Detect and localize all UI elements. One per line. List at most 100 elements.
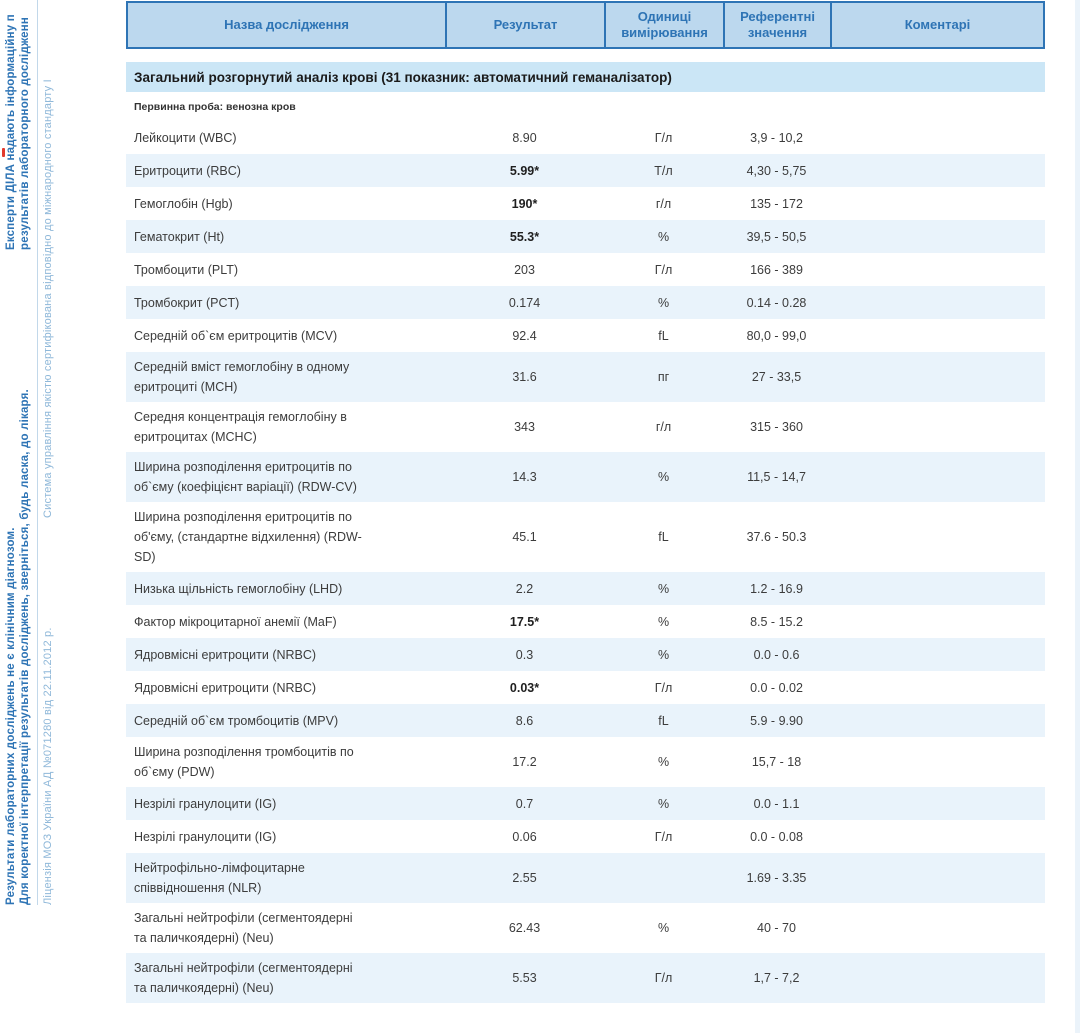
test-result-cell: 17.5* <box>509 614 540 629</box>
margin-experts-line2: результатів лабораторного дослідженн <box>19 16 31 250</box>
red-mark <box>2 148 5 157</box>
test-result-cell: 203 <box>514 262 535 277</box>
test-units-cell: Г/л <box>654 680 673 695</box>
table-row: Фактор мікроцитарної анемії (MaF) 17.5* … <box>126 605 1045 638</box>
test-name-cell: Еритроцити (RBC) <box>134 163 241 178</box>
test-name-cell: Тромбокрит (PCT) <box>134 295 240 310</box>
test-name-cell: Незрілі гранулоцити (IG) <box>134 829 277 844</box>
table-row: Незрілі гранулоцити (IG) 0.06 Г/л 0.0 - … <box>126 820 1045 853</box>
test-result-cell: 62.43 <box>508 921 541 935</box>
test-reference-cell: 1.2 - 16.9 <box>750 581 803 596</box>
table-row: Низька щільність гемоглобіну (LHD) 2.2 %… <box>126 572 1045 605</box>
test-result-cell: 31.6 <box>512 370 537 384</box>
test-result-cell: 2.55 <box>512 871 537 885</box>
test-name-cell: Гемоглобін (Hgb) <box>134 196 233 211</box>
test-reference-cell: 315 - 360 <box>750 420 803 434</box>
table-row: Середній об`єм еритроцитів (MCV) 92.4 fL… <box>126 319 1045 352</box>
test-reference-cell: 15,7 - 18 <box>751 755 802 769</box>
test-comment-cell <box>830 762 1045 763</box>
table-row: Середній вміст гемоглобіну в одному ерит… <box>126 352 1045 402</box>
test-comment-cell <box>830 621 1045 622</box>
test-name-cell: Ширина розподілення еритроцитів по об`єм… <box>134 460 357 494</box>
test-units-cell: % <box>657 921 670 935</box>
test-result-cell: 0.7 <box>515 796 534 811</box>
test-reference-cell: 0.0 - 0.6 <box>753 647 800 662</box>
table-row: Нейтрофільно-лімфоцитарне співвідношення… <box>126 853 1045 903</box>
table-row: Загальні нейтрофіли (сегментоядерні та п… <box>126 903 1045 953</box>
test-comment-cell <box>830 377 1045 378</box>
test-result-cell: 0.06 <box>512 829 537 844</box>
table-row: Середній об`єм тромбоцитів (MPV) 8.6 fL … <box>126 704 1045 737</box>
test-reference-cell: 166 - 389 <box>750 262 803 277</box>
test-reference-cell: 0.14 - 0.28 <box>746 295 807 310</box>
test-comment-cell <box>830 477 1045 478</box>
results-table: Назва дослідження Результат Одиниці вимі… <box>126 0 1045 1003</box>
table-row: Ширина розподілення еритроцитів по об'єм… <box>126 502 1045 572</box>
test-units-cell: % <box>657 755 670 769</box>
test-reference-cell: 4,30 - 5,75 <box>746 163 807 178</box>
test-units-cell: Г/л <box>654 971 673 985</box>
test-comment-cell <box>830 203 1045 204</box>
test-reference-cell: 1.69 - 3.35 <box>746 871 807 885</box>
margin-disclaimer-line2: Для коректної інтерпретації результатів … <box>19 389 31 905</box>
column-header-units: Одиниці вимірювання <box>604 3 723 47</box>
test-result-cell: 45.1 <box>512 530 537 544</box>
test-name-cell: Ширина розподілення еритроцитів по об'єм… <box>134 510 362 564</box>
test-result-cell: 8.6 <box>515 713 534 728</box>
test-name-cell: Середній вміст гемоглобіну в одному ерит… <box>134 360 350 394</box>
section-title-band: Загальний розгорнутий аналіз крові (31 п… <box>126 62 1045 92</box>
test-result-cell: 343 <box>514 420 535 434</box>
margin-license: Ліцензія МОЗ України АД №071280 від 22.1… <box>42 627 54 905</box>
test-reference-cell: 0.0 - 1.1 <box>753 796 800 811</box>
test-reference-cell: 11,5 - 14,7 <box>747 470 806 484</box>
test-name-cell: Ядровмісні еритроцити (NRBC) <box>134 680 317 695</box>
test-units-cell: Г/л <box>654 262 673 277</box>
test-units-cell: fL <box>658 713 669 728</box>
test-name-cell: Середній об`єм тромбоцитів (MPV) <box>134 713 339 728</box>
test-name-cell: Середній об`єм еритроцитів (MCV) <box>134 328 338 343</box>
margin-experts-line1: Експерти ДІЛА надають інформаційну п <box>5 14 17 250</box>
test-result-cell: 0.03* <box>509 680 540 695</box>
test-units-cell: Т/л <box>654 163 673 178</box>
test-reference-cell: 0.0 - 0.08 <box>750 829 803 844</box>
test-reference-cell: 1,7 - 7,2 <box>753 971 800 985</box>
test-comment-cell <box>830 803 1045 804</box>
test-name-cell: Низька щільність гемоглобіну (LHD) <box>134 581 343 596</box>
test-result-cell: 17.2 <box>512 755 537 769</box>
table-row: Загальні нейтрофіли (сегментоядерні та п… <box>126 953 1045 1003</box>
test-result-cell: 190* <box>511 196 538 211</box>
test-comment-cell <box>830 978 1045 979</box>
test-reference-cell: 135 - 172 <box>750 196 803 211</box>
test-comment-cell <box>830 720 1045 721</box>
test-units-cell: пг <box>657 370 670 384</box>
test-units-cell: % <box>657 229 670 244</box>
test-comment-cell <box>830 427 1045 428</box>
test-name-cell: Нейтрофільно-лімфоцитарне співвідношення… <box>134 861 305 895</box>
test-comment-cell <box>830 236 1045 237</box>
test-reference-cell: 0.0 - 0.02 <box>750 680 803 695</box>
test-comment-cell <box>830 588 1045 589</box>
page-right-edge <box>1075 0 1080 1033</box>
column-header-result: Результат <box>445 3 604 47</box>
test-result-cell: 0.174 <box>508 295 541 310</box>
test-name-cell: Фактор мікроцитарної анемії (MaF) <box>134 614 337 629</box>
test-reference-cell: 40 - 70 <box>757 921 796 935</box>
test-name-cell: Загальні нейтрофіли (сегментоядерні та п… <box>134 961 353 995</box>
table-row: Незрілі гранулоцити (IG) 0.7 % 0.0 - 1.1 <box>126 787 1045 820</box>
test-comment-cell <box>830 537 1045 538</box>
test-comment-cell <box>830 302 1045 303</box>
test-comment-cell <box>830 878 1045 879</box>
test-name-cell: Загальні нейтрофіли (сегментоядерні та п… <box>134 911 353 945</box>
section-title: Загальний розгорнутий аналіз крові (31 п… <box>134 69 672 85</box>
test-units-cell: г/л <box>655 196 672 211</box>
table-header-row: Назва дослідження Результат Одиниці вимі… <box>126 1 1045 49</box>
margin-divider-line <box>37 0 38 905</box>
test-comment-cell <box>830 928 1045 929</box>
table-row: Ширина розподілення еритроцитів по об`єм… <box>126 452 1045 502</box>
test-result-cell: 14.3 <box>512 470 537 484</box>
test-units-cell: Г/л <box>654 130 673 145</box>
test-result-cell: 2.2 <box>515 581 534 596</box>
test-comment-cell <box>830 269 1045 270</box>
table-row: Тромбокрит (PCT) 0.174 % 0.14 - 0.28 <box>126 286 1045 319</box>
